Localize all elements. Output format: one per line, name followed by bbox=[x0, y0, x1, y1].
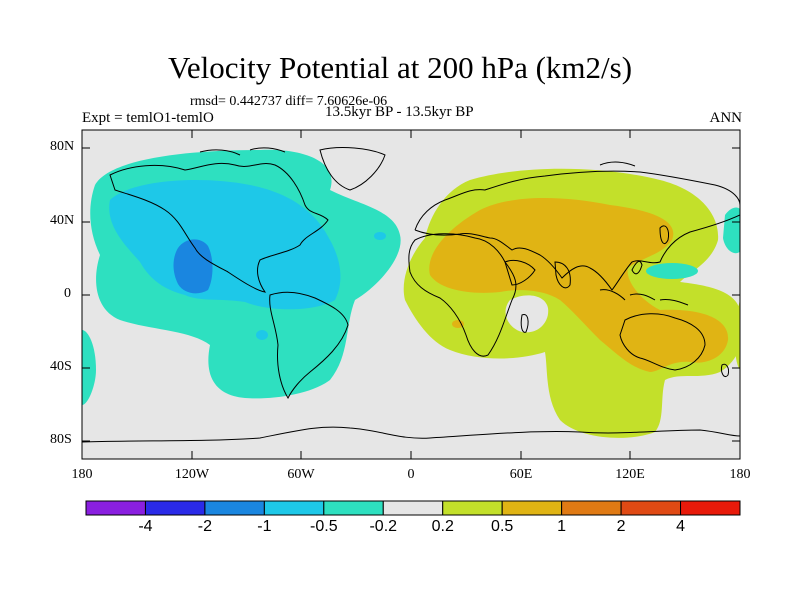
lon-label-120w: 120W bbox=[162, 467, 222, 483]
lat-label-0: 0 bbox=[64, 286, 92, 302]
negative-spot-southamerica bbox=[256, 330, 268, 340]
lon-label-0: 0 bbox=[381, 467, 441, 483]
lat-label-40n: 40N bbox=[50, 213, 78, 229]
colorbar-box bbox=[264, 501, 323, 515]
lon-label-60w: 60W bbox=[271, 467, 331, 483]
lon-label-180e: 180 bbox=[710, 467, 770, 483]
colorbar-label: -4 bbox=[125, 518, 165, 536]
colorbar-box bbox=[86, 501, 145, 515]
map-figure bbox=[0, 0, 800, 600]
colorbar-box bbox=[681, 501, 740, 515]
colorbar-box bbox=[383, 501, 442, 515]
colorbar-label: -2 bbox=[185, 518, 225, 536]
lon-label-60e: 60E bbox=[491, 467, 551, 483]
colorbar-label: 0.5 bbox=[482, 518, 522, 536]
colorbar-label: 2 bbox=[601, 518, 641, 536]
negative-spot-pacific bbox=[646, 263, 698, 279]
lat-label-80n: 80N bbox=[50, 139, 78, 155]
lat-label-40s: 40S bbox=[50, 359, 78, 375]
colorbar-label: -1 bbox=[244, 518, 284, 536]
colorbar-label: 4 bbox=[661, 518, 701, 536]
lat-label-80s: 80S bbox=[50, 432, 78, 448]
colorbar-box bbox=[324, 501, 383, 515]
colorbar-box bbox=[502, 501, 561, 515]
colorbar-box bbox=[443, 501, 502, 515]
colorbar-box bbox=[562, 501, 621, 515]
colorbar-label: -0.2 bbox=[363, 518, 403, 536]
negative-region-center bbox=[174, 239, 213, 293]
colorbar bbox=[86, 501, 740, 515]
map-panel bbox=[82, 130, 743, 459]
lon-label-120e: 120E bbox=[600, 467, 660, 483]
lon-label-180w: 180 bbox=[52, 467, 112, 483]
colorbar-box bbox=[145, 501, 204, 515]
colorbar-label: 1 bbox=[542, 518, 582, 536]
colorbar-label: -0.5 bbox=[304, 518, 344, 536]
colorbar-label: 0.2 bbox=[423, 518, 463, 536]
negative-spot-atlantic bbox=[374, 232, 386, 240]
colorbar-box bbox=[621, 501, 680, 515]
colorbar-box bbox=[205, 501, 264, 515]
